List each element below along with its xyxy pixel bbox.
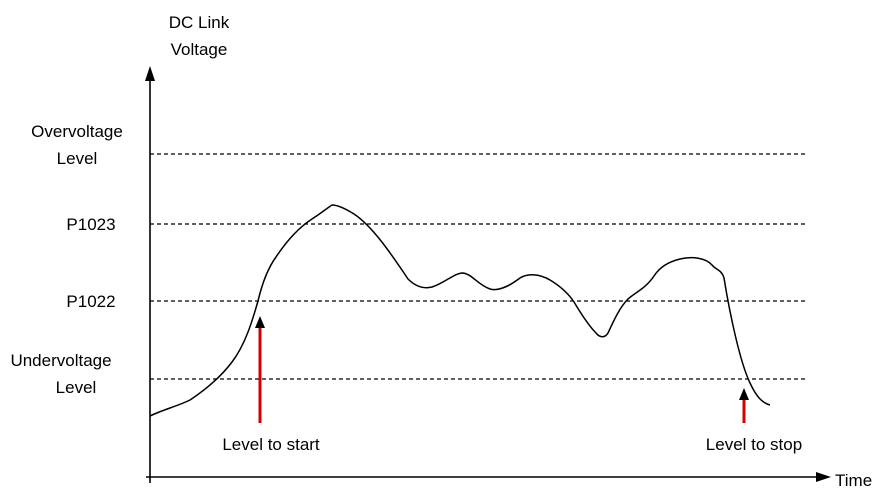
y-axis-arrowhead bbox=[145, 66, 155, 81]
undervoltage-label-line1: Undervoltage bbox=[10, 351, 111, 370]
y-axis-label-line2: Voltage bbox=[171, 40, 228, 59]
undervoltage-label-line2: Level bbox=[56, 378, 97, 397]
y-axis-label-line1: DC Link bbox=[169, 13, 230, 32]
overvoltage-label-line1: Overvoltage bbox=[31, 122, 123, 141]
start-arrowhead bbox=[255, 316, 265, 328]
x-axis-label: Time bbox=[835, 471, 872, 489]
voltage-curve bbox=[149, 204, 771, 417]
stop-arrowhead bbox=[739, 388, 749, 400]
start-marker-label: Level to start bbox=[222, 435, 320, 454]
p1023-label: P1023 bbox=[66, 215, 115, 234]
overvoltage-label-line2: Level bbox=[57, 149, 98, 168]
p1022-label: P1022 bbox=[66, 292, 115, 311]
stop-marker-label: Level to stop bbox=[706, 435, 802, 454]
x-axis-arrowhead bbox=[816, 472, 831, 482]
